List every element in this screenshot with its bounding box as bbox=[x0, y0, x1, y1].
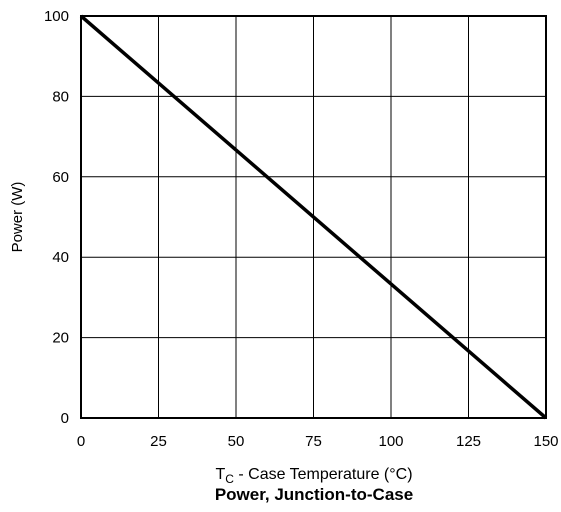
x-axis-label: TC - Case Temperature (°C) bbox=[215, 466, 413, 486]
x-tick-label: 150 bbox=[533, 433, 558, 450]
y-tick-label: 80 bbox=[52, 88, 69, 105]
x-tick-label: 100 bbox=[378, 433, 403, 450]
x-tick-label: 25 bbox=[150, 433, 167, 450]
y-tick-label: 20 bbox=[52, 330, 69, 347]
x-tick-label: 75 bbox=[305, 433, 322, 450]
y-tick-label: 60 bbox=[52, 169, 69, 186]
y-tick-label: 40 bbox=[52, 249, 69, 266]
x-tick-label: 125 bbox=[456, 433, 481, 450]
y-axis-label: Power (W) bbox=[9, 182, 26, 253]
y-tick-label: 100 bbox=[44, 8, 69, 25]
x-tick-label: 50 bbox=[228, 433, 245, 450]
power-derating-line bbox=[79, 14, 548, 420]
chart-title: Power, Junction-to-Case bbox=[214, 485, 414, 504]
x-tick-label: 0 bbox=[77, 433, 85, 450]
plot-frame bbox=[80, 15, 547, 419]
y-tick-label: 0 bbox=[61, 410, 69, 427]
